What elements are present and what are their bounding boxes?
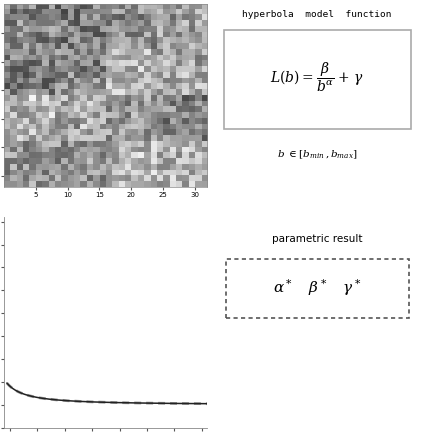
Text: hyperbola  model  function: hyperbola model function bbox=[242, 10, 392, 19]
FancyBboxPatch shape bbox=[226, 259, 409, 318]
FancyBboxPatch shape bbox=[224, 30, 411, 129]
Text: $\alpha^*\quad \beta^*\quad \gamma^*$: $\alpha^*\quad \beta^*\quad \gamma^*$ bbox=[273, 277, 361, 298]
Text: $L(b) = \dfrac{\,\beta\,}{b^{\alpha}} + \,\gamma$: $L(b) = \dfrac{\,\beta\,}{b^{\alpha}} + … bbox=[270, 61, 364, 94]
Text: parametric result: parametric result bbox=[272, 234, 363, 244]
Text: $b\ \in [b_{min}\,,b_{max}]$: $b\ \in [b_{min}\,,b_{max}]$ bbox=[277, 148, 357, 161]
